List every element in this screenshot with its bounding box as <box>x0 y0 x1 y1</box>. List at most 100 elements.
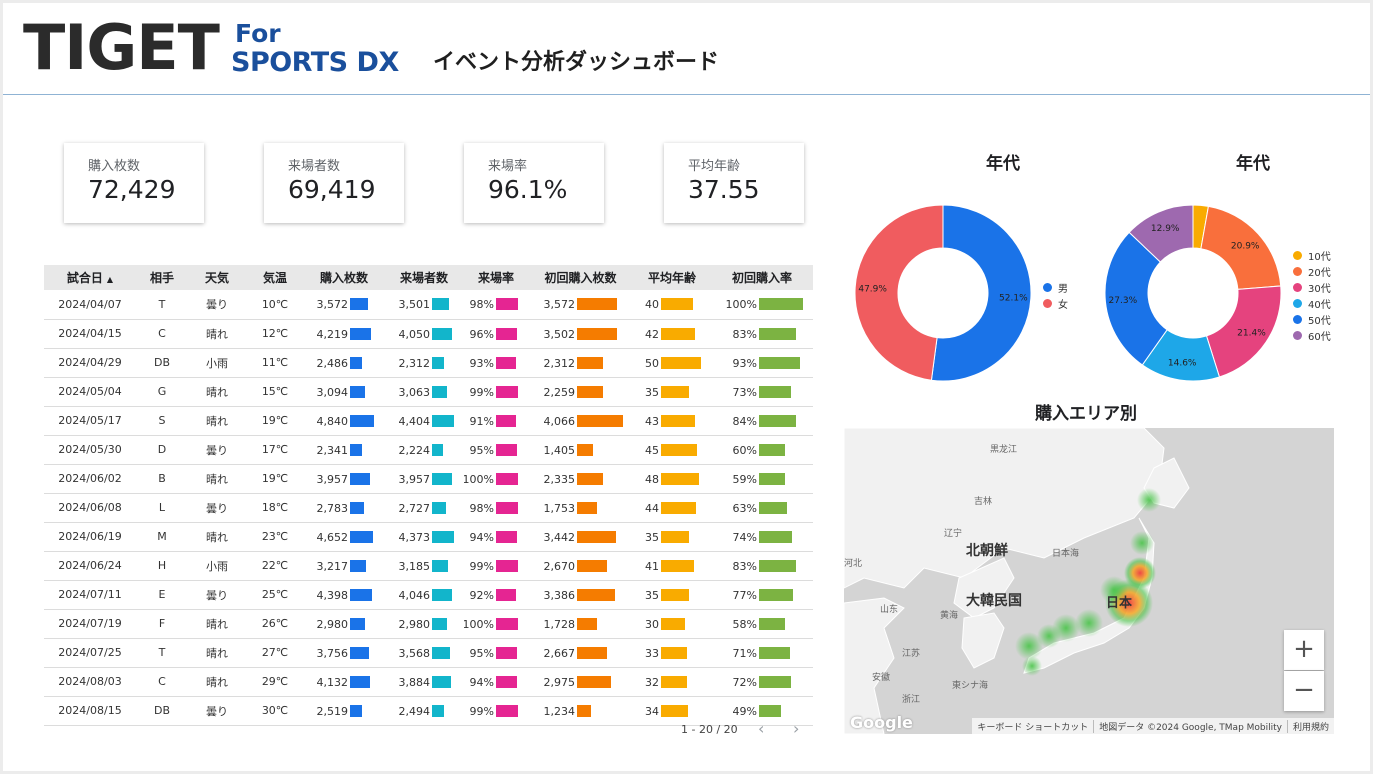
col-header-first-purchases[interactable]: 初回購入枚数 <box>528 265 633 290</box>
cell-bar <box>661 298 693 310</box>
table-row[interactable]: 2024/06/19 M 晴れ 23℃ 4,652 4,373 94% 3,442 35 74% <box>44 522 813 552</box>
cell-value: 3,957 <box>316 472 349 486</box>
cell-date: 2024/06/02 <box>44 464 136 494</box>
table-body: 2024/04/07 T 曇り 10℃ 3,572 3,501 98% 3,572 40 100%… <box>44 290 813 726</box>
cell-value: 83% <box>732 559 757 573</box>
table-row[interactable]: 2024/06/08 L 曇り 18℃ 2,783 2,727 98% 1,753 44 63% <box>44 493 813 523</box>
cell-visitors: 2,980 <box>384 609 464 639</box>
cell-bar <box>577 298 617 310</box>
map-label-japan: 日本 <box>1106 596 1133 611</box>
table-row[interactable]: 2024/04/29 DB 小雨 11℃ 2,486 2,312 93% 2,312 50 93% <box>44 348 813 378</box>
legend-item[interactable]: 女 <box>1043 295 1068 311</box>
donut-slice-4[interactable] <box>1104 231 1168 366</box>
zoom-out-button[interactable]: − <box>1284 671 1324 711</box>
legend-item[interactable]: 50代 <box>1293 311 1331 327</box>
table-row[interactable]: 2024/07/25 T 晴れ 27℃ 3,756 3,568 95% 2,667 33 71% <box>44 638 813 668</box>
cell-bar <box>759 530 792 543</box>
table-row[interactable]: 2024/05/17 S 晴れ 19℃ 4,840 4,404 91% 4,066 43 84% <box>44 406 813 436</box>
cell-bar <box>350 472 370 485</box>
col-header-first-purchase-rate[interactable]: 初回購入率 <box>711 265 813 290</box>
chart-title-gender: 年代 <box>986 154 1020 174</box>
cell-average-age: 45 <box>633 435 711 465</box>
col-header-temperature[interactable]: 気温 <box>246 265 304 290</box>
cell-bar <box>432 414 454 427</box>
cell-value: 3,957 <box>398 472 431 486</box>
table-row[interactable]: 2024/04/07 T 曇り 10℃ 3,572 3,501 98% 3,572 40 100% <box>44 290 813 320</box>
cell-purchases: 4,132 <box>304 667 384 697</box>
donut-slice-label: 12.9% <box>1151 224 1180 234</box>
cell-purchases: 2,980 <box>304 609 384 639</box>
cell-first-purchase-rate: 59% <box>711 464 813 494</box>
legend-item[interactable]: 男 <box>1043 279 1068 295</box>
cell-temperature: 23℃ <box>246 522 304 552</box>
table-row[interactable]: 2024/05/04 G 晴れ 15℃ 3,094 3,063 99% 2,259 35 73% <box>44 377 813 407</box>
table-row[interactable]: 2024/08/03 C 晴れ 29℃ 4,132 3,884 94% 2,975 32 72% <box>44 667 813 697</box>
col-header-weather[interactable]: 天気 <box>188 265 246 290</box>
cell-value: 2,980 <box>316 617 349 631</box>
cell-attendance-rate: 93% <box>464 348 528 378</box>
col-header-attendance-rate[interactable]: 来場率 <box>464 265 528 290</box>
map-label-liaoning: 辽宁 <box>944 529 963 539</box>
cell-bar <box>350 704 362 717</box>
cell-value: 58% <box>732 617 757 631</box>
donut-slice-label: 47.9% <box>858 284 887 294</box>
legend-item[interactable]: 10代 <box>1293 247 1331 263</box>
table-row[interactable]: 2024/05/30 D 曇り 17℃ 2,341 2,224 95% 1,405 45 60% <box>44 435 813 465</box>
donut-slice-0[interactable] <box>930 204 1032 382</box>
table-row[interactable]: 2024/06/02 B 晴れ 19℃ 3,957 3,957 100% 2,335 48 59% <box>44 464 813 494</box>
cell-bar <box>432 559 448 572</box>
cell-date: 2024/07/19 <box>44 609 136 639</box>
cell-bar <box>577 704 591 717</box>
table-row[interactable]: 2024/07/11 E 曇り 25℃ 4,398 4,046 92% 3,386 35 77% <box>44 580 813 610</box>
zoom-in-button[interactable]: + <box>1284 630 1324 670</box>
cell-average-age: 33 <box>633 638 711 668</box>
legend-item[interactable]: 60代 <box>1293 327 1331 343</box>
donut-slice-5[interactable] <box>1128 204 1194 263</box>
cell-bar <box>661 530 689 543</box>
donut-slice-label: 20.9% <box>1231 242 1260 252</box>
cell-bar <box>496 298 518 310</box>
cell-value: 3,063 <box>398 385 431 399</box>
cell-attendance-rate: 95% <box>464 638 528 668</box>
cell-value: 100% <box>725 298 757 311</box>
next-page-button[interactable]: › <box>793 719 800 738</box>
terms-link[interactable]: 利用規約 <box>1286 719 1334 733</box>
cell-value: 94% <box>469 675 494 689</box>
cell-value: 49% <box>732 704 757 718</box>
table-row[interactable]: 2024/04/15 C 晴れ 12℃ 4,219 4,050 96% 3,502 42 83% <box>44 319 813 349</box>
cell-opponent: L <box>136 493 188 523</box>
col-header-average-age[interactable]: 平均年齢 <box>633 265 711 290</box>
table-row[interactable]: 2024/06/24 H 小雨 22℃ 3,217 3,185 99% 2,670 41 83% <box>44 551 813 581</box>
legend-item[interactable]: 40代 <box>1293 295 1331 311</box>
keyboard-shortcuts-link[interactable]: キーボード ショートカット <box>977 722 1089 733</box>
cell-first-purchase-rate: 73% <box>711 377 813 407</box>
table-row[interactable]: 2024/07/19 F 晴れ 26℃ 2,980 2,980 100% 1,728 30 58% <box>44 609 813 639</box>
legend-dot-icon <box>1293 266 1302 276</box>
donut-slice-2[interactable] <box>1205 285 1282 378</box>
cell-first-purchases: 2,335 <box>528 464 633 494</box>
donut-slice-1[interactable] <box>854 204 944 381</box>
cell-value: 35 <box>645 385 659 399</box>
table-row[interactable]: 2024/08/15 DB 曇り 30℃ 2,519 2,494 99% 1,234 34 49% <box>44 696 813 726</box>
cell-bar <box>496 385 518 398</box>
cell-bar <box>432 298 449 310</box>
cell-weather: 晴れ <box>188 319 246 349</box>
col-header-purchases[interactable]: 購入枚数 <box>304 265 384 290</box>
prev-page-button[interactable]: ‹ <box>758 719 765 738</box>
cell-average-age: 43 <box>633 406 711 436</box>
cell-value: 4,219 <box>316 327 349 341</box>
col-header-visitors[interactable]: 来場者数 <box>384 265 464 290</box>
cell-value: 60% <box>732 443 757 457</box>
legend-item[interactable]: 20代 <box>1293 263 1331 279</box>
cell-purchases: 4,652 <box>304 522 384 552</box>
col-header-date[interactable]: 試合日 ▲ <box>44 265 136 290</box>
cell-visitors: 2,494 <box>384 696 464 726</box>
cell-first-purchases: 3,386 <box>528 580 633 610</box>
cell-purchases: 4,398 <box>304 580 384 610</box>
legend-item[interactable]: 30代 <box>1293 279 1331 295</box>
col-header-opponent[interactable]: 相手 <box>136 265 188 290</box>
cell-attendance-rate: 91% <box>464 406 528 436</box>
cell-value: 41 <box>645 559 659 573</box>
cell-value: 2,975 <box>543 675 576 689</box>
purchase-area-map[interactable]: 黒龙江 吉林 辽宁 河北 北朝鮮 日本海 山东 黄海 大韓民国 日本 江苏 安徽… <box>844 428 1334 734</box>
